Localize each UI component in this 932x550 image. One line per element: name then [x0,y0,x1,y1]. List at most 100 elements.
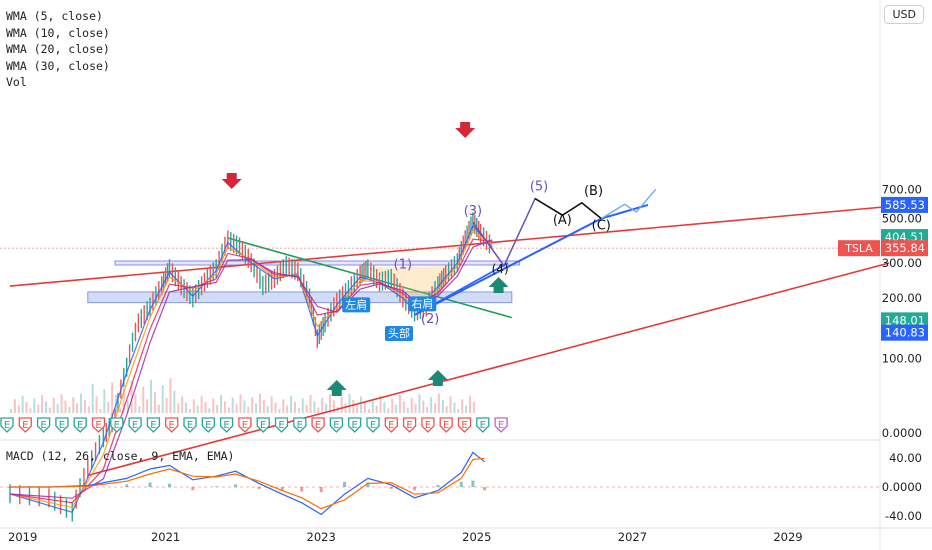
volume-bar [356,406,359,413]
volume-bar [212,398,215,413]
volume-bar [150,379,153,413]
volume-bar [406,407,409,413]
wave-label-5: (5) [530,180,548,195]
volume-bar [37,404,40,413]
abc-correction-line [534,197,602,220]
macd-histogram-bar [300,487,304,492]
earnings-marker [494,417,508,433]
volume-bar [177,403,180,413]
pattern-triangle [367,265,458,303]
label-right-shoulder-box [408,296,437,312]
label-left-shoulder: 左肩 [345,297,367,311]
volume-bar [169,378,172,413]
volume-bar [434,403,437,413]
wave-label-a: (A) [553,213,572,228]
volume-bar [138,406,141,413]
volume-bar [262,399,265,413]
macd-histogram-bar [366,482,370,487]
earnings-marker-label: E [187,420,193,431]
price-tag-label: 140.83 [885,326,925,340]
wave-label-2: (2) [421,312,439,327]
volume-bar [258,393,261,413]
currency-button[interactable]: USD [884,5,924,24]
volume-bar [399,395,401,413]
earnings-marker-label: E [315,420,321,431]
earnings-marker [476,417,490,433]
legend-wma30[interactable]: WMA (30, close) [6,58,110,73]
earnings-marker [55,417,69,433]
volume-bar [33,398,36,413]
volume-bar [469,395,472,413]
support-zone [87,291,513,304]
legend-wma20[interactable]: WMA (20, close) [6,42,110,56]
price-tag-label: 355.84 [885,241,925,255]
wave-label-4: (4) [492,262,509,276]
macd-histogram-bar [214,486,218,487]
earnings-marker [293,417,307,433]
volume-bar [157,404,160,413]
volume-bar [293,402,296,413]
tsla-symbol-tag [838,240,880,257]
volume-bar [274,402,277,413]
volume-bar [305,404,308,413]
volume-bar [146,399,149,413]
volume-bar [251,397,254,413]
macd-histogram-bar [234,484,238,487]
volume-bar [165,397,168,413]
earnings-marker [348,417,362,433]
volume-bar [60,394,63,413]
volume-bar [325,404,328,413]
macd-legend[interactable]: MACD (12, 26, close, 9, EMA, EMA) [6,449,235,463]
earnings-marker-label: E [4,420,10,431]
volume-bar [422,400,425,413]
volume-bar [48,407,51,413]
volume-bar [465,405,468,413]
earnings-marker [183,417,197,433]
legend-vol[interactable]: Vol [6,75,27,89]
volume-bar [91,383,94,413]
volume-bar [72,397,75,413]
wave-label-b: (B) [584,184,603,199]
volume-bar [418,394,421,413]
earnings-marker-label: E [242,420,248,431]
earnings-marker-label: E [114,420,120,431]
downtrend-line [227,237,513,319]
volume-bar [348,393,351,413]
volume-bar [383,402,386,413]
volume-bars [10,378,475,413]
volume-bar [188,409,191,413]
macd-histogram-bar [257,487,261,489]
y-tick-label: 0.0000 [882,426,922,440]
label-right-shoulder: 右肩 [411,296,433,310]
y-tick-label: 300.00 [882,256,922,270]
volume-bar [99,409,102,413]
earnings-marker [110,417,124,433]
volume-bar [414,404,417,413]
volume-bar [76,403,79,413]
volume-bar [441,399,444,413]
earnings-marker-label: E [223,420,229,431]
legend-wma5[interactable]: WMA (5, close) [6,9,103,23]
earnings-marker [384,417,398,433]
volume-bar [344,403,347,413]
volume-bar [223,401,226,413]
earnings-marker [366,417,380,433]
y-tick-label: 700.00 [882,182,922,196]
volume-bar [402,401,405,413]
volume-bar [17,405,20,413]
volume-bar [363,402,366,413]
volume-bar [472,402,475,413]
price-tag-box [881,324,928,341]
earnings-marker [219,417,234,433]
volume-bar [122,388,125,413]
volume-bar [181,396,184,413]
x-tick-label: 2029 [773,530,802,544]
volume-bar [227,407,230,413]
earnings-marker [165,417,179,433]
channel-upper-line [9,205,890,287]
volume-bar [360,396,363,413]
earnings-marker [36,417,51,433]
legend-wma10[interactable]: WMA (10, close) [6,25,110,40]
macd-signal-line [10,457,485,510]
